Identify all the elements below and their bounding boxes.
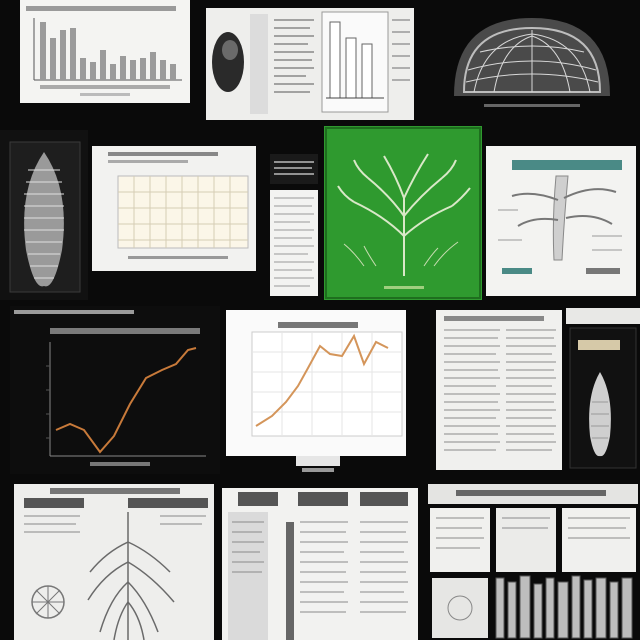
bird-specimen-panel <box>200 0 420 125</box>
segmented-specimen-icon <box>9 141 81 293</box>
radiolarian-panel <box>424 0 640 120</box>
pod-specimen-icon <box>566 308 640 469</box>
grid-table-panel <box>88 140 260 275</box>
line-chart-icon <box>10 306 220 474</box>
bird-icon <box>206 8 414 120</box>
document-bookshelf-panel <box>426 482 640 640</box>
narrow-text-panel <box>268 150 320 300</box>
text-column-icon <box>270 154 318 296</box>
bar-chart-icon <box>20 0 190 103</box>
worm-specimen-panel <box>0 130 88 300</box>
line-chart-icon <box>226 310 406 472</box>
white-line-chart-panel <box>222 306 420 476</box>
table-icon <box>92 146 256 271</box>
root-diagram-icon <box>14 484 214 640</box>
plant-diagram-panel <box>482 140 640 300</box>
dark-line-chart-panel <box>10 306 220 474</box>
seed-specimen-panel <box>566 306 640 474</box>
bar-chart-panel <box>10 0 190 115</box>
text-document-panel <box>430 306 566 474</box>
dome-specimen-icon <box>454 18 610 107</box>
tree-icon <box>325 127 481 299</box>
document-icon <box>222 488 418 640</box>
document-icon <box>436 310 562 470</box>
bookshelf-icon <box>428 484 638 639</box>
green-tree-panel <box>324 126 482 300</box>
root-diagram-panel <box>10 482 216 640</box>
multi-column-document-panel <box>218 482 424 640</box>
botanical-diagram-icon <box>486 146 636 296</box>
